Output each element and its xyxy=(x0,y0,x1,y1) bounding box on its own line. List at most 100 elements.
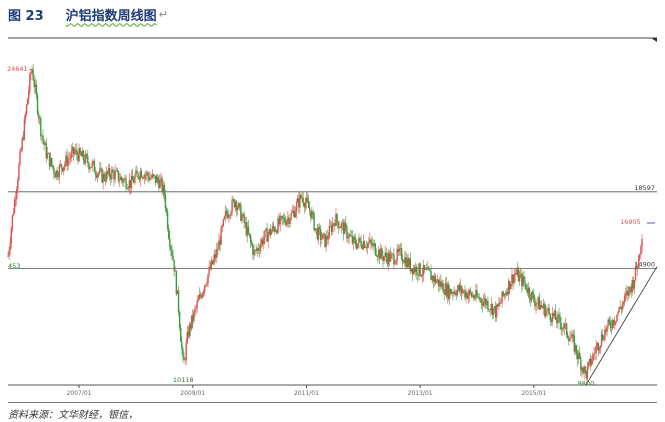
candle-body xyxy=(291,212,293,214)
candle-body xyxy=(473,295,475,299)
level-label-0: 18597 xyxy=(634,184,655,192)
candle-body xyxy=(409,258,411,272)
candle-body xyxy=(73,151,76,154)
candle-body xyxy=(101,168,103,183)
candle-body xyxy=(344,222,346,235)
candle-body xyxy=(211,260,214,265)
candle-body xyxy=(573,336,575,352)
candle-body xyxy=(96,173,99,178)
candle-body xyxy=(184,359,186,361)
candle-body xyxy=(537,297,539,303)
candle-body xyxy=(492,308,495,316)
candle-body xyxy=(445,283,448,297)
candle-body xyxy=(118,180,121,181)
candle-body xyxy=(221,225,223,228)
candle-body xyxy=(483,298,486,302)
candle-body xyxy=(266,228,268,242)
candle-body xyxy=(242,214,244,217)
candle-body xyxy=(163,185,166,196)
candle-body xyxy=(448,288,451,299)
candle-body xyxy=(31,69,33,73)
candle-body xyxy=(14,198,17,200)
candle-body xyxy=(411,268,414,275)
candle-body xyxy=(428,267,430,270)
candle-body xyxy=(501,291,503,302)
candle-body xyxy=(207,274,209,283)
candle-body xyxy=(600,334,603,346)
candle-body xyxy=(93,161,96,173)
candle-body xyxy=(456,289,459,296)
source-divider xyxy=(8,402,657,403)
candle-body xyxy=(42,135,44,141)
candle-body xyxy=(232,199,234,200)
candle-body xyxy=(636,268,639,269)
candle-body xyxy=(529,297,532,301)
candle-body xyxy=(220,227,222,245)
candle-body xyxy=(223,216,226,220)
candle-body xyxy=(385,252,387,258)
candle-body xyxy=(135,170,137,177)
candle-body xyxy=(490,304,492,310)
candle-body xyxy=(325,235,327,247)
candle-body xyxy=(468,290,471,296)
candle-body xyxy=(618,307,620,313)
candle-body xyxy=(319,229,322,241)
candle-body xyxy=(176,290,179,295)
candle-body xyxy=(541,306,544,309)
candle-body xyxy=(41,135,43,137)
candle-body xyxy=(186,331,188,343)
candle-body xyxy=(433,276,436,282)
candle-body xyxy=(162,185,164,193)
candle-body xyxy=(174,271,176,272)
candle-body xyxy=(189,324,192,329)
candle-body xyxy=(128,180,131,189)
candle-body xyxy=(400,248,403,260)
corner-marker xyxy=(651,38,657,42)
candle-body xyxy=(61,168,64,172)
candle-body xyxy=(314,228,316,231)
candle-body xyxy=(388,253,391,262)
candle-body xyxy=(155,176,158,183)
candle-body xyxy=(542,303,545,309)
candle-body xyxy=(507,280,510,295)
candle-body xyxy=(382,256,384,261)
candle-body xyxy=(165,208,168,212)
candle-body xyxy=(134,176,136,183)
figure-header: 图 23 沪铝指数周线图 ↵ xyxy=(8,4,168,24)
candle-body xyxy=(195,307,197,309)
candle-body xyxy=(563,324,566,329)
candle-body xyxy=(304,202,307,208)
candle-body xyxy=(246,226,249,236)
candle-body xyxy=(142,177,145,179)
candle-body xyxy=(580,358,582,371)
candle-body xyxy=(640,245,642,255)
candle-body xyxy=(387,253,390,265)
candle-body xyxy=(249,235,252,242)
candle-body xyxy=(292,210,295,213)
candle-body xyxy=(494,306,497,318)
candle-body xyxy=(21,137,23,150)
candle-body xyxy=(368,242,370,244)
candle-body xyxy=(210,260,213,270)
candle-body xyxy=(581,367,583,371)
candle-body xyxy=(140,170,143,178)
candle-body xyxy=(488,309,490,311)
candle-body xyxy=(575,345,578,355)
candle-body xyxy=(482,301,485,306)
candle-body xyxy=(331,223,334,232)
candle-body xyxy=(107,167,110,174)
candle-body xyxy=(199,294,202,297)
candle-body xyxy=(116,170,119,172)
candle-body xyxy=(419,263,421,276)
candle-body xyxy=(84,154,87,164)
candle-body xyxy=(111,169,113,180)
candle-body xyxy=(145,174,147,176)
candle-body xyxy=(565,323,568,335)
candle-body xyxy=(389,253,392,262)
candle-body xyxy=(384,252,386,257)
candle-body xyxy=(117,170,120,181)
candle-body xyxy=(275,230,277,232)
candle-body xyxy=(469,290,472,293)
candle-body xyxy=(422,265,425,275)
candle-body xyxy=(78,148,80,162)
